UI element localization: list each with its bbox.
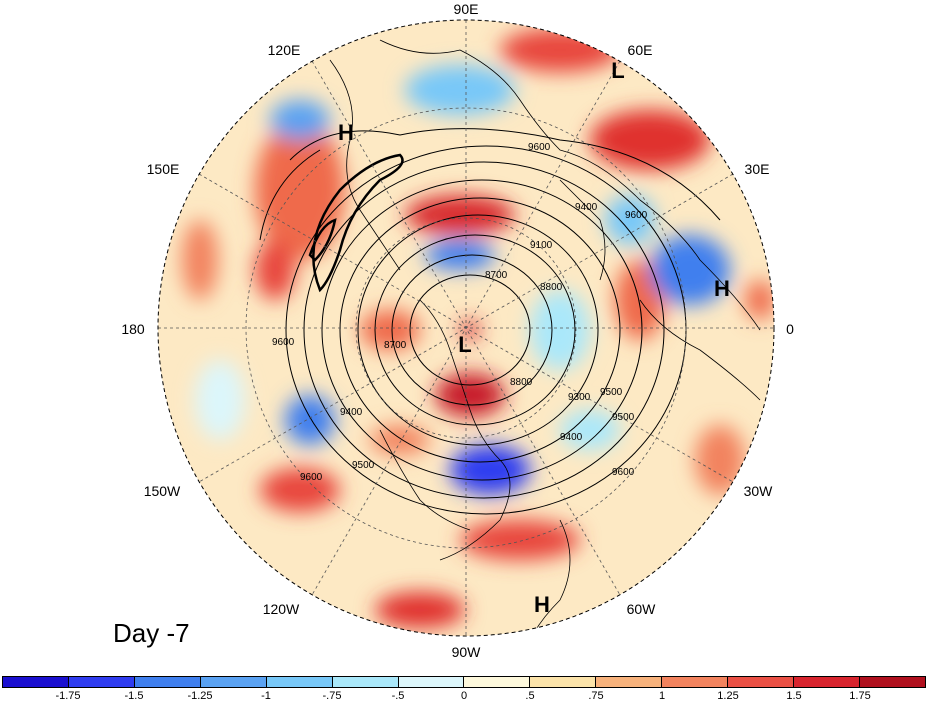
colorbar-tick-label: -.75 <box>322 690 342 702</box>
colorbar-segment <box>3 677 69 687</box>
day-label: Day -7 <box>113 618 190 648</box>
colorbar-segment <box>332 677 399 687</box>
lon-label-90w: 90W <box>452 644 482 660</box>
colorbar-tick-label: -1 <box>261 690 271 702</box>
contour-label: 9500 <box>612 412 635 423</box>
contour-label: 9400 <box>575 202 598 213</box>
contour-label: 9100 <box>530 240 553 251</box>
high-label-east-asia: H <box>338 120 354 145</box>
colorbar-segment <box>596 677 663 687</box>
colorbar-segment <box>794 677 860 687</box>
contour-label: 9500 <box>600 387 623 398</box>
colorbar-segment <box>530 677 597 687</box>
lon-label-60w: 60W <box>627 601 657 617</box>
contour-label: 9400 <box>560 432 583 443</box>
lon-label-90e: 90E <box>454 1 479 17</box>
lon-label-30e: 30E <box>745 161 770 177</box>
colorbar-tick-labels: -1.75 -1.5 -1.25 -1 -.75 -.5 0 .5 .75 1 1.25 1.5 1.7… <box>2 690 926 702</box>
lon-label-150e: 150E <box>147 161 180 177</box>
contour-label: 9600 <box>612 467 635 478</box>
contour-label: 8700 <box>485 270 508 281</box>
contour-label: 9600 <box>528 142 551 153</box>
colorbar-segment <box>398 677 465 687</box>
colorbar-segment <box>200 677 267 687</box>
lon-label-30w: 30W <box>744 483 774 499</box>
lon-label-150w: 150W <box>144 483 181 499</box>
contour-label: 9600 <box>625 210 648 221</box>
low-label-central-asia: L <box>611 58 624 83</box>
lon-label-120e: 120E <box>268 42 301 58</box>
colorbar-tick-label: -1.75 <box>55 690 81 702</box>
colorbar-segment <box>728 677 795 687</box>
colorbar-segment <box>134 677 201 687</box>
colorbar-tick-label: 0 <box>460 690 468 702</box>
colorbar <box>2 676 926 688</box>
colorbar-tick-label: -1.5 <box>124 690 144 702</box>
colorbar-tick-label: 1.5 <box>786 690 802 702</box>
contour-label: 8700 <box>384 340 407 351</box>
contour-labels: 9600 9400 9600 9100 8700 8800 9300 9500 … <box>272 142 648 483</box>
lon-label-120w: 120W <box>263 601 300 617</box>
colorbar-segment <box>266 677 333 687</box>
contour-label: 8800 <box>510 377 533 388</box>
colorbar-tick-label: .5 <box>525 690 535 702</box>
lon-label-60e: 60E <box>628 42 653 58</box>
coastlines <box>329 39 761 636</box>
colorbar-segment <box>464 677 531 687</box>
colorbar-segment <box>662 677 729 687</box>
lon-label-0: 0 <box>786 321 794 337</box>
contour-label: 8800 <box>540 282 563 293</box>
low-label-pole: L <box>458 332 471 357</box>
colorbar-segment <box>68 677 135 687</box>
high-label-europe: H <box>714 276 730 301</box>
colorbar-tick-label: 1.25 <box>717 690 739 702</box>
contour-label: 9600 <box>272 337 295 348</box>
contour-label: 9300 <box>568 392 591 403</box>
colorbar-segment <box>859 677 925 687</box>
contour-label: 9500 <box>352 460 375 471</box>
colorbar-tick-label: -1.25 <box>187 690 213 702</box>
colorbar-tick-label: .75 <box>588 690 604 702</box>
colorbar-tick-label: -.5 <box>391 690 405 702</box>
lon-label-180: 180 <box>121 321 145 337</box>
high-label-atlantic: H <box>534 592 550 617</box>
polar-map: 90E 60E 30E 0 30W 60W 90W 120W 150W 180 … <box>121 1 794 660</box>
colorbar-tick-label: 1 <box>658 690 666 702</box>
contour-label: 9600 <box>300 472 323 483</box>
map-border <box>157 19 775 637</box>
graticule <box>158 20 774 636</box>
contour-label: 9400 <box>340 407 363 418</box>
colorbar-tick-label: 1.75 <box>849 690 871 702</box>
